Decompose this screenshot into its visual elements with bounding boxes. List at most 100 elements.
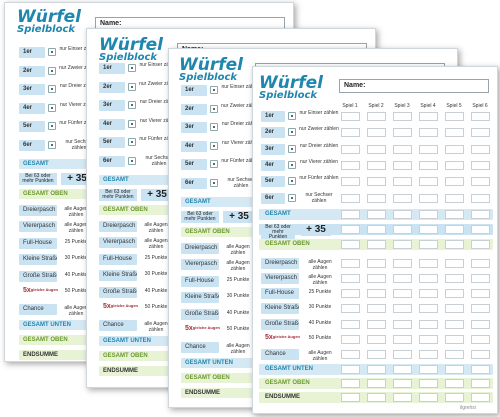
score-cell[interactable] <box>367 160 386 170</box>
score-cell[interactable] <box>419 177 438 187</box>
score-cell[interactable] <box>341 350 360 359</box>
score-cell[interactable] <box>393 160 412 170</box>
score-cell[interactable] <box>419 334 438 344</box>
score-cell[interactable] <box>341 304 360 314</box>
score-cell[interactable] <box>341 379 360 389</box>
score-cell[interactable] <box>393 112 412 121</box>
score-cell[interactable] <box>367 209 386 219</box>
score-cell[interactable] <box>393 304 412 314</box>
score-cell[interactable] <box>393 224 412 234</box>
score-cell[interactable] <box>445 379 464 389</box>
score-cell[interactable] <box>419 193 438 203</box>
score-cell[interactable] <box>419 379 438 389</box>
score-cell[interactable] <box>367 319 386 329</box>
score-cell[interactable] <box>393 239 412 249</box>
score-cell[interactable] <box>471 304 490 314</box>
score-cell[interactable] <box>445 128 464 138</box>
score-cell[interactable] <box>471 289 490 299</box>
score-cell[interactable] <box>367 239 386 249</box>
score-cell[interactable] <box>471 112 490 121</box>
score-cell[interactable] <box>419 128 438 138</box>
score-cell[interactable] <box>341 239 360 249</box>
score-cell[interactable] <box>471 177 490 187</box>
score-cell[interactable] <box>471 393 490 403</box>
score-cell[interactable] <box>341 144 360 154</box>
score-cell[interactable] <box>367 393 386 403</box>
score-cell[interactable] <box>367 193 386 203</box>
score-cell[interactable] <box>367 144 386 154</box>
score-cell[interactable] <box>341 224 360 234</box>
score-cell[interactable] <box>419 274 438 283</box>
score-cell[interactable] <box>393 209 412 219</box>
score-cell[interactable] <box>445 144 464 154</box>
score-cell[interactable] <box>419 304 438 314</box>
score-cell[interactable] <box>393 193 412 203</box>
score-cell[interactable] <box>419 209 438 219</box>
score-cell[interactable] <box>471 365 490 375</box>
score-cell[interactable] <box>367 334 386 344</box>
score-cell[interactable] <box>341 177 360 187</box>
score-cell[interactable] <box>445 365 464 375</box>
score-cell[interactable] <box>393 177 412 187</box>
score-cell[interactable] <box>367 128 386 138</box>
score-cell[interactable] <box>471 379 490 389</box>
score-cell[interactable] <box>367 379 386 389</box>
score-cell[interactable] <box>393 379 412 389</box>
score-cell[interactable] <box>341 365 360 375</box>
score-cell[interactable] <box>445 289 464 299</box>
score-cell[interactable] <box>445 224 464 234</box>
score-cell[interactable] <box>445 393 464 403</box>
score-cell[interactable] <box>393 144 412 154</box>
score-cell[interactable] <box>341 193 360 203</box>
score-cell[interactable] <box>445 160 464 170</box>
name-field[interactable]: Name: <box>339 79 489 93</box>
score-cell[interactable] <box>471 239 490 249</box>
score-cell[interactable] <box>471 128 490 138</box>
score-cell[interactable] <box>419 224 438 234</box>
score-cell[interactable] <box>393 319 412 329</box>
score-cell[interactable] <box>393 258 412 268</box>
score-cell[interactable] <box>367 258 386 268</box>
score-cell[interactable] <box>419 258 438 268</box>
score-cell[interactable] <box>393 365 412 375</box>
score-cell[interactable] <box>471 350 490 359</box>
score-cell[interactable] <box>471 224 490 234</box>
score-cell[interactable] <box>341 128 360 138</box>
score-cell[interactable] <box>341 258 360 268</box>
score-cell[interactable] <box>471 144 490 154</box>
score-cell[interactable] <box>445 319 464 329</box>
score-cell[interactable] <box>471 274 490 283</box>
score-cell[interactable] <box>419 350 438 359</box>
score-cell[interactable] <box>341 160 360 170</box>
score-cell[interactable] <box>341 112 360 121</box>
score-cell[interactable] <box>471 160 490 170</box>
score-cell[interactable] <box>341 209 360 219</box>
score-cell[interactable] <box>367 112 386 121</box>
score-cell[interactable] <box>393 334 412 344</box>
score-cell[interactable] <box>419 239 438 249</box>
score-cell[interactable] <box>445 193 464 203</box>
score-cell[interactable] <box>471 209 490 219</box>
score-cell[interactable] <box>341 289 360 299</box>
score-cell[interactable] <box>367 289 386 299</box>
score-cell[interactable] <box>445 239 464 249</box>
score-cell[interactable] <box>445 334 464 344</box>
score-cell[interactable] <box>419 319 438 329</box>
score-cell[interactable] <box>341 319 360 329</box>
score-cell[interactable] <box>393 393 412 403</box>
score-cell[interactable] <box>419 144 438 154</box>
score-cell[interactable] <box>393 350 412 359</box>
score-cell[interactable] <box>471 258 490 268</box>
score-cell[interactable] <box>445 112 464 121</box>
score-cell[interactable] <box>393 289 412 299</box>
score-cell[interactable] <box>419 289 438 299</box>
score-cell[interactable] <box>471 319 490 329</box>
score-cell[interactable] <box>393 274 412 283</box>
score-cell[interactable] <box>445 177 464 187</box>
score-cell[interactable] <box>471 334 490 344</box>
score-cell[interactable] <box>367 350 386 359</box>
score-cell[interactable] <box>419 393 438 403</box>
score-cell[interactable] <box>367 365 386 375</box>
score-cell[interactable] <box>341 274 360 283</box>
score-cell[interactable] <box>445 304 464 314</box>
